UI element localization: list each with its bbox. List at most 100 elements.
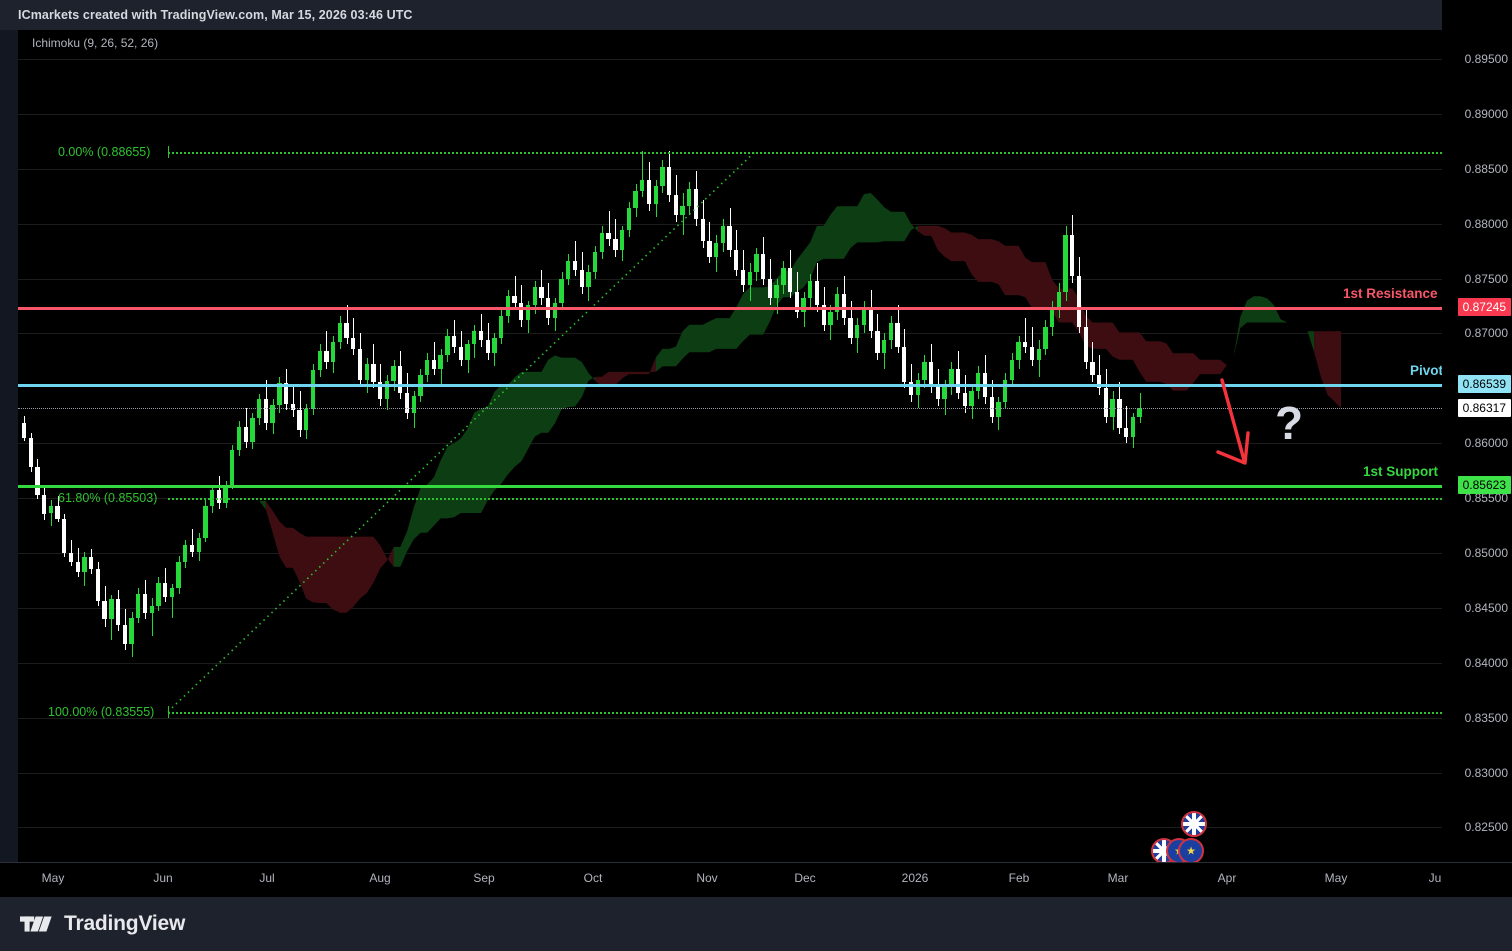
level-line-res[interactable] — [18, 306, 1442, 310]
candle-body — [492, 337, 497, 354]
candle-body — [821, 304, 826, 325]
candle-body — [976, 373, 981, 391]
candle-body — [223, 484, 228, 503]
candle-body — [505, 296, 510, 316]
candle-wick — [152, 598, 153, 637]
candle-body — [89, 557, 94, 570]
gridline — [18, 827, 1442, 829]
candle-body — [935, 386, 941, 400]
candle-body — [283, 382, 289, 404]
time-axis-tick: Apr — [1217, 871, 1237, 885]
price-badge-res[interactable]: 0.87245 — [1457, 297, 1511, 316]
eu-flag-event-icon[interactable] — [1178, 838, 1204, 862]
time-axis-tick: Aug — [369, 871, 391, 885]
down-arrow-icon[interactable] — [18, 30, 1442, 862]
candle-body — [109, 599, 114, 619]
fib-level-line[interactable] — [168, 711, 1442, 714]
candle-body — [552, 302, 558, 319]
candle-body — [828, 311, 833, 325]
candle-body — [653, 186, 658, 204]
candle-body — [646, 179, 652, 204]
candle-body — [888, 322, 894, 341]
candle-body — [1016, 342, 1021, 360]
candle-body — [378, 381, 383, 400]
candle-body — [861, 307, 867, 325]
gridline — [18, 772, 1442, 774]
candle-body — [28, 437, 33, 468]
candle-body — [1130, 416, 1135, 437]
attribution-text: ICmarkets created with TradingView.com, … — [18, 8, 413, 22]
price-axis-tick: 0.83500 — [1464, 710, 1508, 725]
candle-body — [593, 252, 598, 273]
level-line-piv[interactable] — [18, 384, 1442, 388]
candle-body — [969, 390, 974, 406]
uk-flag-event-icon[interactable] — [1181, 811, 1207, 837]
candle-body — [915, 379, 920, 395]
candle-body — [532, 287, 537, 305]
price-axis-tick: 0.88000 — [1464, 216, 1508, 231]
candle-body — [297, 410, 302, 431]
candle-body — [734, 250, 739, 270]
time-axis-tick: May — [41, 871, 65, 885]
time-axis-tick: Dec — [794, 871, 816, 885]
price-badge-piv[interactable]: 0.86539 — [1457, 375, 1511, 394]
indicator-legend[interactable]: Ichimoku (9, 26, 52, 26) — [32, 36, 159, 50]
time-axis-tick: Nov — [696, 871, 718, 885]
candle-body — [236, 426, 242, 450]
level-label-piv: Pivot — [1410, 363, 1442, 379]
candle-body — [1043, 326, 1048, 349]
price-axis-tick: 0.83000 — [1464, 765, 1508, 780]
candle-wick — [71, 539, 72, 567]
candle-body — [55, 505, 60, 519]
candle-body — [317, 351, 322, 370]
price-axis-tick: 0.82500 — [1464, 820, 1508, 835]
candle-wick — [326, 331, 327, 369]
price-axis[interactable]: 0.89500 0.89000 0.88500 0.88000 0.87500 0.870… — [1442, 0, 1512, 897]
candle-body — [512, 296, 517, 303]
candle-body — [1076, 276, 1082, 327]
level-line-sup[interactable] — [18, 484, 1442, 488]
candle-body — [1070, 234, 1075, 277]
candle-wick — [1126, 405, 1127, 444]
price-axis-tick: 0.84500 — [1464, 600, 1508, 615]
tradingview-logo[interactable]: TradingView — [20, 912, 185, 936]
candle-body — [485, 340, 490, 354]
footer-bar: TradingView — [0, 897, 1512, 951]
candle-body — [391, 366, 396, 381]
candle-body — [707, 241, 712, 257]
fib-level-line[interactable] — [168, 497, 1442, 500]
question-mark-annotation[interactable]: ? — [1275, 397, 1304, 449]
time-axis-tick: Ju — [1428, 871, 1442, 885]
gridline — [18, 278, 1442, 280]
candle-wick — [541, 269, 542, 305]
candle-body — [673, 195, 678, 215]
candle-wick — [1099, 355, 1100, 395]
price-badge-sup[interactable]: 0.85623 — [1457, 475, 1511, 494]
candle-body — [1050, 309, 1055, 327]
candle-body — [115, 599, 121, 626]
candle-body — [357, 348, 363, 380]
fib-level-line[interactable] — [168, 151, 1442, 154]
time-axis[interactable]: May Jun Jul Aug Sep Oct Nov Dec 2026 Feb Mar Apr May… — [0, 862, 1512, 897]
candle-body — [465, 344, 470, 360]
price-axis-tick: 0.87000 — [1464, 326, 1508, 341]
candle-body — [290, 403, 295, 411]
candle-body — [989, 397, 994, 417]
candle-body — [1117, 399, 1122, 428]
candle-body — [754, 254, 759, 272]
candle-body — [572, 261, 578, 270]
candle-wick — [1092, 342, 1093, 382]
time-axis-tick: Jun — [153, 871, 173, 885]
candle-body — [129, 617, 134, 645]
candle-body — [404, 392, 410, 413]
candle-body — [787, 267, 793, 292]
price-badge-last[interactable]: 0.86317 — [1457, 399, 1511, 418]
candle-body — [814, 280, 820, 305]
gridline — [18, 168, 1442, 170]
candle-body — [371, 364, 376, 382]
candle-body — [559, 278, 564, 303]
candle-body — [1036, 348, 1041, 360]
candle-body — [834, 293, 840, 312]
chart-pane[interactable]: Ichimoku (9, 26, 52, 26) 0.00% (0.88655)… — [18, 30, 1442, 862]
price-axis-tick: 0.87500 — [1464, 271, 1508, 286]
